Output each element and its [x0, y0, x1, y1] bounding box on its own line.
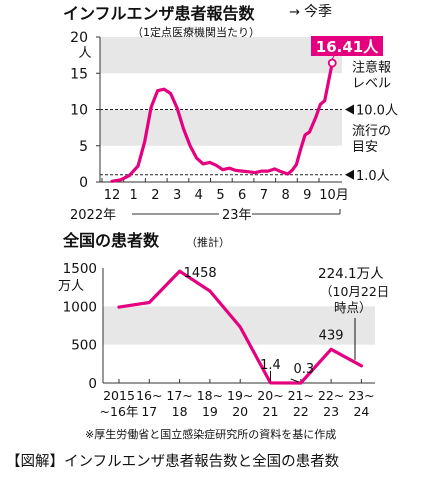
chart1-y-unit: 人 — [78, 46, 91, 61]
chart2-y-tick-3: 1500 — [63, 261, 97, 277]
chart2-x-label-bottom-4: 20 — [232, 404, 248, 419]
chart1-x-label-6: 6 — [238, 188, 246, 203]
chart2-x-label-bottom-1: 17 — [141, 404, 157, 419]
chart2-x-label-bottom-6: 22 — [293, 404, 309, 419]
chart1-y-tick-3: 15 — [70, 66, 88, 82]
chart2-x-label-top-4: 19~ — [227, 388, 253, 403]
chart1-threshold-label-1-1: 目安 — [352, 140, 378, 155]
chart1-threshold-arrow-1 — [345, 169, 354, 180]
chart1-band-0 — [100, 109, 342, 146]
chart2-x-label-bottom-2: 18 — [172, 404, 188, 419]
chart2-x-label-top-2: 17~ — [166, 388, 192, 403]
chart1-x-label-3: 3 — [173, 188, 181, 203]
chart2-x-label-bottom-7: 23 — [323, 404, 339, 419]
chart2-point-label-3: 439 — [319, 328, 344, 343]
chart1-year-label-1: 23年 — [222, 208, 252, 223]
chart2-series-line — [117, 269, 363, 385]
chart1-threshold-label-0-0: 注意報 — [352, 60, 391, 76]
chart1-x-label-2: 2 — [151, 188, 159, 203]
chart1-y-tick-2: 10 — [70, 103, 88, 119]
chart2-source-note: ※厚生労働省と国立感染症研究所の資料を基に作成 — [85, 427, 336, 441]
chart2-point-label-0: 1458 — [184, 266, 217, 281]
chart2-x-label-top-6: 21~ — [288, 388, 314, 403]
chart2-x-label-top-7: 22~ — [318, 388, 344, 403]
chart2-x-label-bottom-3: 19 — [202, 404, 218, 419]
chart1-y-tick-0: 0 — [79, 175, 88, 191]
chart2-y-tick-0: 0 — [88, 376, 97, 392]
chart1-x-label-1: 1 — [130, 188, 138, 203]
chart2-x-label-top-1: 16~ — [136, 388, 162, 403]
chart2-x-label-top-3: 18~ — [197, 388, 223, 403]
chart2-point-label-2: 0.3 — [293, 362, 314, 377]
chart2-x-label-top-0: 2015 — [103, 388, 135, 403]
chart2-annotation-value: 224.1万人 — [318, 266, 384, 282]
chart1-threshold-label-0-1: レベル — [352, 77, 391, 92]
chart2-x-label-top-5: 20~ — [257, 388, 283, 403]
chart2-subtitle: （推計） — [186, 235, 230, 249]
chart1-band-1 — [100, 37, 342, 74]
chart2-annotation-note-1: 時点） — [334, 300, 372, 315]
chart1-subtitle: （1定点医療機関当たり） — [132, 25, 260, 39]
chart1-year-label-0: 2022年 — [70, 208, 116, 223]
chart1-current-value-box — [311, 36, 383, 56]
chart1-x-label-8: 8 — [281, 188, 289, 203]
chart1-current-marker — [327, 58, 337, 68]
chart1-current-value: 16.41人 — [316, 38, 379, 56]
chart1-y-tick-4: 20 — [70, 30, 88, 46]
chart2-leader-6 — [290, 378, 299, 383]
chart1-threshold-value-1: 1.0人 — [356, 169, 390, 184]
chart2-title: 全国の患者数 — [62, 231, 160, 250]
chart2-y-unit: 万人 — [58, 279, 84, 294]
chart2-y-tick-2: 1000 — [63, 299, 97, 315]
chart1-current-label: 今季 — [304, 4, 332, 20]
chart1-x-label-0: 12 — [104, 188, 121, 203]
chart2-annotation-note-0: （10月22日 — [320, 284, 389, 299]
chart2-point-label-1: 1.4 — [260, 358, 281, 373]
chart2-x-label-top-8: 23~ — [348, 388, 374, 403]
chart1-x-label-5: 5 — [216, 188, 224, 203]
chart2-y-tick-1: 500 — [71, 338, 97, 354]
chart1-y-tick-1: 5 — [79, 139, 88, 155]
chart1-x-label-4: 4 — [195, 188, 203, 203]
chart2-x-label-bottom-0: ~16年 — [100, 404, 139, 419]
chart1-threshold-label-1-0: 流行の — [352, 124, 391, 139]
chart1-x-label-10: 10月 — [319, 188, 349, 203]
chart1-threshold-arrow-0 — [345, 104, 354, 115]
chart1-x-label-9: 9 — [303, 188, 311, 203]
chart2-x-label-bottom-5: 21 — [263, 404, 279, 419]
figure-caption: 【図解】インフルエンザ患者報告数と全国の患者数 — [6, 454, 340, 470]
chart1-current-arrow: → — [289, 5, 300, 20]
chart2-x-label-bottom-8: 24 — [353, 404, 369, 419]
chart1-title: インフルエンザ患者報告数 — [63, 4, 256, 23]
chart1-threshold-value-0: 10.0人 — [356, 104, 398, 119]
chart1-x-label-7: 7 — [260, 188, 268, 203]
